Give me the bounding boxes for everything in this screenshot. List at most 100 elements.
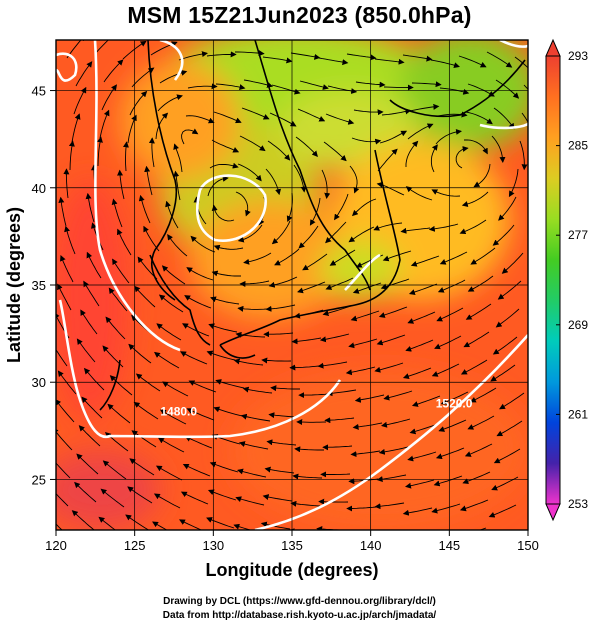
streamline — [433, 475, 463, 487]
streamline — [101, 84, 117, 111]
streamline — [521, 112, 528, 124]
colorbar-max-arrow — [545, 38, 561, 57]
streamline — [501, 252, 524, 274]
streamline — [402, 367, 432, 379]
streamline — [297, 281, 326, 294]
streamline — [459, 499, 489, 512]
streamline — [178, 51, 208, 61]
streamline — [98, 516, 116, 530]
streamline — [298, 225, 319, 249]
streamline — [213, 244, 244, 251]
streamline — [173, 170, 181, 201]
streamline — [409, 103, 440, 112]
streamline — [405, 339, 434, 352]
streamline — [73, 86, 87, 115]
streamline — [105, 316, 126, 340]
streamline — [459, 219, 487, 235]
streamline — [83, 367, 105, 391]
streamline — [440, 391, 469, 405]
temperature-field — [56, 40, 528, 530]
streamline — [117, 228, 132, 256]
streamline — [184, 295, 212, 309]
streamline — [378, 446, 409, 455]
streamline — [486, 51, 513, 68]
x-axis-label: Longitude (degrees) — [205, 560, 378, 580]
streamline — [188, 380, 217, 393]
streamline — [348, 338, 378, 349]
streamline — [81, 396, 103, 419]
streamline — [490, 364, 516, 382]
streamline — [496, 420, 523, 437]
streamline — [239, 280, 270, 287]
streamline — [519, 140, 528, 171]
x-axis: 120 125 130 135 140 145 150 — [45, 530, 539, 553]
streamline — [437, 279, 466, 293]
streamline — [206, 517, 235, 529]
streamline — [334, 193, 349, 221]
streamline — [431, 189, 461, 197]
streamline — [274, 248, 300, 266]
streamline — [407, 451, 437, 462]
streamline — [462, 471, 491, 484]
x-tick-label: 135 — [281, 538, 303, 553]
streamline — [237, 163, 262, 182]
streamline — [167, 233, 188, 257]
streamline — [438, 419, 467, 432]
streamline — [463, 331, 490, 348]
streamline — [514, 56, 528, 69]
streamline — [211, 270, 241, 277]
streamline — [319, 333, 350, 343]
lat-lon-grid — [56, 40, 528, 530]
streamline — [345, 535, 374, 536]
streamline — [60, 254, 74, 283]
streamline — [408, 283, 438, 295]
streamline — [58, 196, 67, 227]
streamline — [322, 305, 352, 317]
streamline — [265, 168, 282, 196]
streamline — [292, 473, 323, 480]
y-axis: 25 30 35 40 45 — [32, 84, 56, 487]
streamline — [271, 84, 301, 95]
streamline — [497, 280, 522, 300]
streamline — [431, 363, 460, 377]
streamline — [271, 220, 291, 245]
streamline — [156, 323, 182, 341]
streamline — [242, 386, 273, 394]
streamline — [240, 413, 271, 422]
streamline — [159, 70, 188, 84]
streamline — [122, 141, 129, 172]
geopotential-contours — [56, 40, 528, 530]
streamline — [346, 505, 377, 512]
streamline — [85, 192, 95, 223]
streamline — [411, 81, 442, 88]
streamline — [97, 136, 103, 167]
streamline — [78, 425, 101, 447]
streamline — [402, 507, 433, 516]
streamline — [402, 54, 433, 62]
streamline — [380, 278, 410, 290]
streamline — [488, 504, 517, 518]
colorbar-tick-label: 261 — [568, 407, 588, 421]
streamline — [405, 186, 433, 201]
streamline — [295, 136, 318, 158]
streamline — [322, 444, 353, 451]
streamline — [206, 350, 236, 361]
streamline — [157, 94, 183, 112]
streamline — [317, 361, 348, 369]
streamline — [138, 194, 151, 224]
streamline — [487, 533, 514, 544]
streamline — [458, 55, 487, 68]
streamline — [379, 130, 408, 144]
streamline — [180, 491, 209, 505]
colorbar-tick-label: 269 — [568, 318, 588, 332]
streamline — [64, 225, 76, 255]
streamline — [352, 282, 382, 294]
streamline — [210, 296, 240, 305]
streamline — [107, 403, 131, 424]
streamline — [153, 493, 181, 509]
streamline — [327, 85, 358, 94]
streamline — [435, 128, 462, 145]
streamline — [157, 437, 185, 453]
streamline — [187, 83, 218, 90]
